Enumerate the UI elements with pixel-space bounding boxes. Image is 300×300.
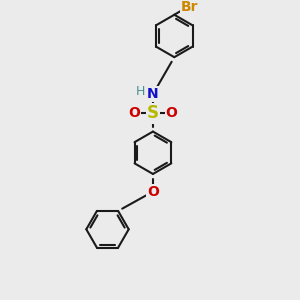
Text: Br: Br bbox=[181, 0, 198, 14]
Text: S: S bbox=[147, 104, 159, 122]
Text: H: H bbox=[136, 85, 145, 98]
Text: O: O bbox=[129, 106, 141, 120]
Text: N: N bbox=[147, 87, 159, 101]
Text: O: O bbox=[147, 184, 159, 199]
Text: O: O bbox=[165, 106, 177, 120]
